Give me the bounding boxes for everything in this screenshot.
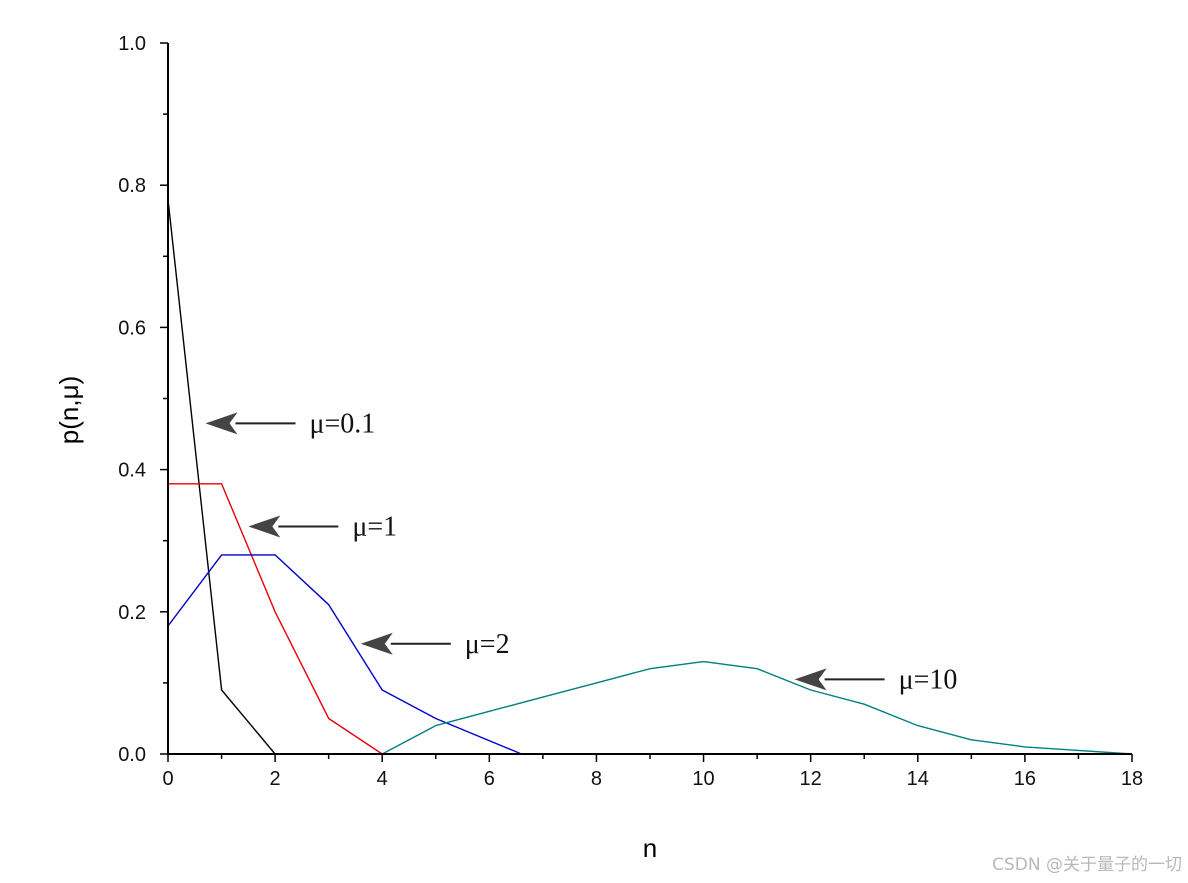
series-line-1 <box>168 483 383 755</box>
annotation-label: μ=1 <box>352 511 397 542</box>
y-tick-label: 0.2 <box>118 602 146 624</box>
annotation-layer: μ=0.1 μ=1 μ=2 μ=10 <box>205 408 957 695</box>
y-tick-label: 0.8 <box>118 175 146 197</box>
y-axis-title: p(n,μ) <box>54 376 84 444</box>
x-tick-label: 18 <box>1121 768 1143 790</box>
annotation-arrow-head <box>205 412 238 435</box>
annotation-arrow-head <box>360 632 393 655</box>
x-tick-label: 8 <box>591 768 602 790</box>
annotation-arrow-head <box>248 515 281 538</box>
x-tick-label: 16 <box>1014 768 1036 790</box>
x-tick-label: 10 <box>692 768 714 790</box>
y-tick-label: 0.0 <box>118 744 146 766</box>
x-axis-title: n <box>643 833 657 863</box>
axes-layer: 0 2 4 6 8 10 12 14 16 18 0.0 0.2 0.4 0.6 0.8 1.0 <box>118 33 1143 790</box>
watermark: CSDN @关于量子的一切 <box>992 855 1182 875</box>
x-tick-label: 4 <box>377 768 388 790</box>
y-tick-label: 0.6 <box>118 317 146 339</box>
x-tick-label: 12 <box>800 768 822 790</box>
annotation-label: μ=0.1 <box>309 408 375 439</box>
x-tick-label: 6 <box>484 768 495 790</box>
y-tick-label: 1.0 <box>118 33 146 55</box>
series-line-0 <box>167 199 276 755</box>
x-tick-label: 14 <box>907 768 929 790</box>
annotation-arrow-head <box>794 668 827 691</box>
y-tick-label: 0.4 <box>118 460 146 482</box>
x-tick-label: 0 <box>162 768 173 790</box>
annotation-label: μ=2 <box>465 629 510 660</box>
annotation-label: μ=10 <box>899 664 958 695</box>
x-tick-label: 2 <box>270 768 281 790</box>
series-layer <box>167 199 1133 755</box>
series-line-3 <box>381 660 1133 755</box>
series-line-2 <box>167 554 522 755</box>
